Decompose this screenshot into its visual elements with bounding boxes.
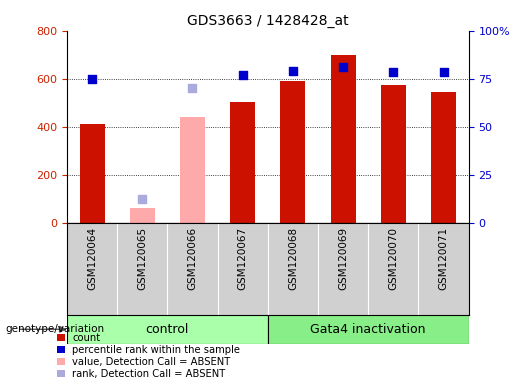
Point bbox=[188, 85, 197, 91]
Bar bbox=[79, 124, 105, 223]
Point bbox=[439, 69, 448, 75]
Point bbox=[339, 64, 347, 70]
Point bbox=[238, 72, 247, 78]
Point bbox=[138, 196, 146, 202]
Bar bbox=[180, 117, 205, 223]
Title: GDS3663 / 1428428_at: GDS3663 / 1428428_at bbox=[187, 14, 349, 28]
Bar bbox=[230, 101, 255, 223]
Text: GSM120065: GSM120065 bbox=[138, 227, 147, 290]
Point bbox=[289, 68, 297, 74]
Text: GSM120066: GSM120066 bbox=[187, 227, 197, 290]
Legend: count, percentile rank within the sample, value, Detection Call = ABSENT, rank, : count, percentile rank within the sample… bbox=[57, 333, 241, 379]
Text: GSM120070: GSM120070 bbox=[388, 227, 398, 290]
Text: GSM120069: GSM120069 bbox=[338, 227, 348, 290]
Bar bbox=[67, 315, 268, 344]
Text: genotype/variation: genotype/variation bbox=[5, 324, 104, 334]
Text: GSM120068: GSM120068 bbox=[288, 227, 298, 290]
Text: Gata4 inactivation: Gata4 inactivation bbox=[311, 323, 426, 336]
Bar bbox=[331, 55, 356, 223]
Text: GSM120071: GSM120071 bbox=[439, 227, 449, 290]
Text: GSM120064: GSM120064 bbox=[87, 227, 97, 290]
Bar bbox=[280, 81, 305, 223]
Bar bbox=[268, 315, 469, 344]
Bar bbox=[431, 92, 456, 223]
Point bbox=[88, 76, 96, 82]
Bar bbox=[130, 208, 155, 223]
Text: GSM120067: GSM120067 bbox=[238, 227, 248, 290]
Bar bbox=[381, 85, 406, 223]
Text: control: control bbox=[146, 323, 189, 336]
Point bbox=[389, 69, 398, 75]
